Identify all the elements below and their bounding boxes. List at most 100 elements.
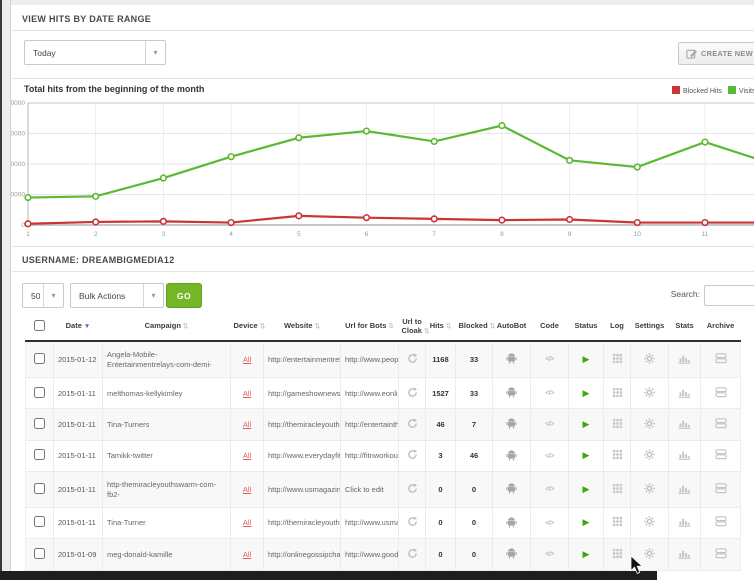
stats-cell[interactable]: [668, 340, 701, 379]
row-checkbox[interactable]: [34, 482, 45, 494]
stats-cell[interactable]: [668, 376, 701, 410]
row-checkbox[interactable]: [34, 449, 45, 461]
code-cell[interactable]: </>: [530, 376, 569, 410]
create-new-campaign-button[interactable]: CREATE NEW CAMPAIGN: [678, 42, 754, 65]
status-cell[interactable]: ▶: [568, 538, 604, 571]
url-for-bots-cell[interactable]: http://www.eonline.com/n...: [340, 376, 399, 410]
code-cell[interactable]: </>: [530, 538, 569, 571]
log-cell[interactable]: [603, 471, 631, 508]
autobot-cell[interactable]: [492, 538, 531, 571]
log-cell[interactable]: [603, 376, 631, 410]
status-cell[interactable]: ▶: [568, 376, 604, 410]
row-checkbox[interactable]: [34, 386, 45, 398]
status-cell[interactable]: ▶: [568, 439, 604, 473]
device-link[interactable]: All: [242, 484, 252, 494]
archive-cell[interactable]: [700, 340, 741, 379]
log-cell[interactable]: [603, 439, 631, 473]
status-cell[interactable]: ▶: [568, 340, 604, 379]
url-for-bots-cell[interactable]: Click to edit: [340, 471, 399, 508]
settings-cell[interactable]: [630, 408, 669, 441]
select-all-checkbox[interactable]: [34, 319, 45, 331]
status-cell[interactable]: ▶: [568, 471, 604, 508]
url-to-cloak-cell[interactable]: [398, 439, 426, 473]
url-for-bots-cell[interactable]: http://www.people.com/var...: [340, 340, 399, 379]
settings-cell[interactable]: [630, 471, 669, 508]
website-cell: http://onlinegossipchann...: [263, 538, 341, 571]
column-header-url-for-bots[interactable]: Url for Bots ⇅: [340, 313, 399, 343]
column-header-blocked[interactable]: Blocked ⇅: [455, 313, 495, 343]
bulk-actions-select[interactable]: Bulk Actions ▾: [70, 283, 164, 308]
url-for-bots-cell[interactable]: http://entertainthis.usatod...: [340, 408, 399, 441]
code-cell[interactable]: </>: [530, 408, 569, 441]
column-header-device[interactable]: Device ⇅: [230, 313, 265, 343]
settings-cell[interactable]: [630, 376, 669, 410]
stack-icon: [714, 386, 727, 397]
archive-cell[interactable]: [700, 439, 741, 473]
autobot-cell[interactable]: [492, 439, 531, 473]
gear-icon: [644, 418, 655, 429]
settings-cell[interactable]: [630, 340, 669, 379]
device-cell: All: [230, 538, 264, 571]
username-header: USERNAME: DREAMBIGMEDIA12: [22, 255, 175, 265]
code-cell[interactable]: </>: [530, 506, 569, 540]
autobot-cell[interactable]: [492, 506, 531, 540]
url-to-cloak-cell[interactable]: [398, 538, 426, 571]
go-button[interactable]: GO: [166, 283, 202, 308]
select-all-checkbox-cell: [25, 313, 54, 343]
url-to-cloak-cell[interactable]: [398, 471, 426, 508]
stats-cell[interactable]: [668, 506, 701, 540]
log-cell[interactable]: [603, 408, 631, 441]
device-link[interactable]: All: [242, 354, 252, 364]
log-cell[interactable]: [603, 340, 631, 379]
row-checkbox[interactable]: [34, 352, 45, 364]
page-size-select[interactable]: 50 ▾: [22, 283, 64, 308]
log-cell[interactable]: [603, 538, 631, 571]
device-link[interactable]: All: [242, 388, 252, 398]
autobot-cell[interactable]: [492, 340, 531, 379]
stats-cell[interactable]: [668, 538, 701, 571]
archive-cell[interactable]: [700, 408, 741, 441]
autobot-cell[interactable]: [492, 408, 531, 441]
stats-cell[interactable]: [668, 408, 701, 441]
url-for-bots-cell[interactable]: http://www.usmagazine.c...: [340, 506, 399, 540]
archive-cell[interactable]: [700, 538, 741, 571]
device-link[interactable]: All: [242, 549, 252, 559]
device-link[interactable]: All: [242, 451, 252, 461]
url-for-bots-cell[interactable]: http://www.goodhousek...: [340, 538, 399, 571]
row-checkbox[interactable]: [34, 417, 45, 429]
archive-cell[interactable]: [700, 506, 741, 540]
settings-cell[interactable]: [630, 506, 669, 540]
settings-cell[interactable]: [630, 439, 669, 473]
device-link[interactable]: All: [242, 518, 252, 528]
stats-cell[interactable]: [668, 439, 701, 473]
search-input[interactable]: [704, 285, 754, 306]
row-checkbox[interactable]: [34, 516, 45, 528]
column-header-url-to-cloak[interactable]: Url to Cloak ⇅: [398, 313, 429, 343]
date-range-select[interactable]: Today ▾: [24, 40, 166, 65]
code-cell[interactable]: </>: [530, 340, 569, 379]
device-link[interactable]: All: [242, 419, 252, 429]
column-header-website[interactable]: Website ⇅: [263, 313, 341, 343]
url-for-bots-cell[interactable]: http://fitnworkout.com/: [340, 439, 399, 473]
search-label: Search:: [670, 289, 700, 299]
column-header-hits[interactable]: Hits ⇅: [425, 313, 456, 343]
code-cell[interactable]: </>: [530, 471, 569, 508]
url-to-cloak-cell[interactable]: [398, 340, 426, 379]
archive-cell[interactable]: [700, 471, 741, 508]
row-checkbox[interactable]: [34, 547, 45, 559]
status-cell[interactable]: ▶: [568, 408, 604, 441]
settings-cell[interactable]: [630, 538, 669, 571]
campaign-row: 2015-01-11 Tina-Turner All http://themiracl…: [25, 506, 741, 540]
status-cell[interactable]: ▶: [568, 506, 604, 540]
autobot-cell[interactable]: [492, 376, 531, 410]
log-cell[interactable]: [603, 506, 631, 540]
column-header-date[interactable]: Date ▼: [53, 313, 103, 343]
url-to-cloak-cell[interactable]: [398, 376, 426, 410]
url-to-cloak-cell[interactable]: [398, 506, 426, 540]
archive-cell[interactable]: [700, 376, 741, 410]
stats-cell[interactable]: [668, 471, 701, 508]
column-header-campaign[interactable]: Campaign ⇅: [102, 313, 231, 343]
url-to-cloak-cell[interactable]: [398, 408, 426, 441]
code-cell[interactable]: </>: [530, 439, 569, 473]
autobot-cell[interactable]: [492, 471, 531, 508]
